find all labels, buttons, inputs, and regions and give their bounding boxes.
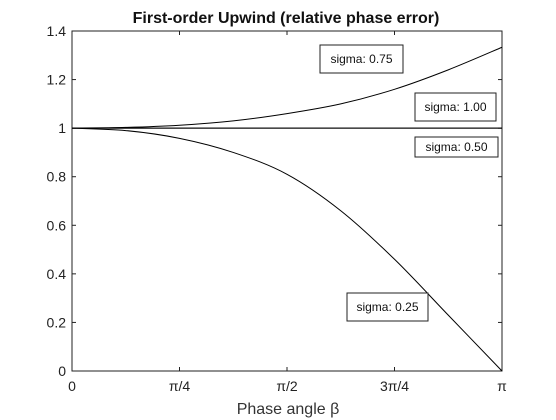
annotation-box: sigma: 1.00	[414, 92, 497, 122]
y-tick-label: 0.8	[47, 169, 67, 185]
y-tick-label: 1.2	[47, 72, 67, 88]
annotation-box: sigma: 0.25	[346, 292, 429, 322]
y-tick-label: 1	[58, 120, 66, 136]
chart-title: First-order Upwind (relative phase error…	[133, 10, 440, 27]
series-line-sigma-0-75	[71, 46, 503, 129]
annotation-box: sigma: 0.50	[414, 136, 499, 158]
plot-frame	[71, 30, 503, 372]
annotation-frame	[346, 292, 429, 322]
y-tick-label: 0	[58, 363, 66, 379]
axis-ticks: 0 π/4 π/2 3π/4 π 0 0.2 0.4 0.6 0.8 1 1.2 1.4	[47, 23, 508, 394]
x-axis-label: Phase angle β	[237, 401, 340, 418]
annotation-label: sigma: 0.25	[356, 300, 418, 314]
y-tick-label: 0.2	[47, 314, 67, 330]
y-tick-label: 1.4	[47, 23, 67, 39]
x-tick-label: π/2	[276, 378, 298, 394]
y-tick-label: 0.6	[47, 217, 67, 233]
annotation-label: sigma: 1.00	[424, 100, 486, 114]
annotation-frame	[319, 44, 404, 74]
annotation-frame	[414, 136, 499, 158]
x-tick-label: 0	[68, 378, 76, 394]
x-tick-label: π	[497, 378, 507, 394]
series-line-sigma-0-25	[71, 127, 503, 372]
annotation-label: sigma: 0.75	[330, 52, 392, 66]
annotations-layer: sigma: 0.75 sigma: 1.00 sigma: 0.50 sigma: …	[319, 44, 499, 322]
x-tick-label: 3π/4	[380, 378, 409, 394]
annotation-box: sigma: 0.75	[319, 44, 404, 74]
annotation-frame	[414, 92, 497, 122]
y-tick-label: 0.4	[47, 266, 67, 282]
series-layer	[71, 46, 503, 372]
x-tick-label: π/4	[169, 378, 191, 394]
annotation-label: sigma: 0.50	[425, 140, 487, 154]
